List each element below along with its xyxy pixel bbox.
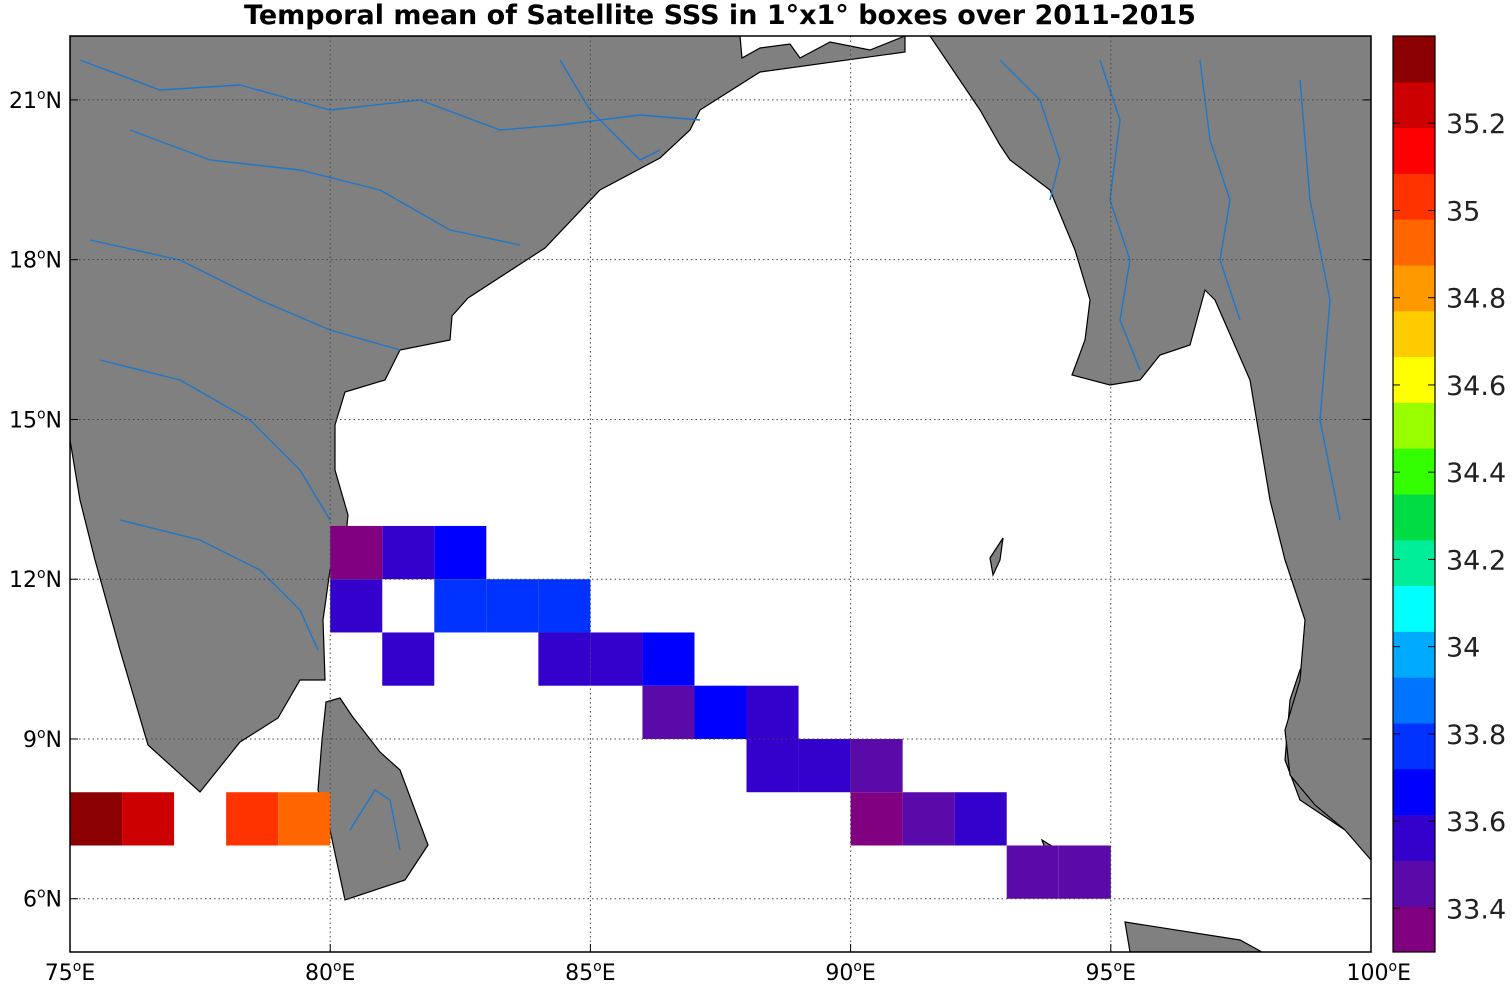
rivers <box>79 59 1341 851</box>
y-tick-label: 21oN <box>9 87 62 114</box>
colorbar-frame <box>1392 35 1436 953</box>
x-tick-label: 90oE <box>825 959 875 984</box>
colorbar-swatch <box>1393 677 1435 724</box>
colorbar-swatch <box>1393 402 1435 449</box>
colorbar-tick-label: 34 <box>1446 633 1480 664</box>
x-tick-label: 75oE <box>45 959 95 984</box>
sss-cell <box>538 579 591 633</box>
colorbar-tick-label: 33.8 <box>1446 720 1506 751</box>
colorbar-swatch <box>1393 494 1435 541</box>
sss-cell <box>486 579 539 633</box>
sss-cell <box>70 792 123 846</box>
map-frame <box>69 35 1372 953</box>
y-axis-ticks: 6oN 9oN 12oN 15oN 18oN 21oN <box>9 87 1371 913</box>
sss-cell <box>642 632 695 686</box>
colorbar-swatch <box>1393 36 1435 83</box>
y-tick-label: 15oN <box>9 406 62 433</box>
colorbar-swatch <box>1393 768 1435 816</box>
colorbar-swatch <box>1393 631 1435 678</box>
colorbar-tick-label: 33.6 <box>1446 807 1506 838</box>
colorbar-tick-label: 34.2 <box>1446 545 1506 576</box>
colorbar-swatch <box>1393 219 1435 266</box>
map-area <box>70 36 1371 952</box>
colorbar-swatch <box>1393 723 1435 770</box>
sss-cell <box>694 685 747 739</box>
andaman-islands <box>989 537 1004 577</box>
x-tick-label: 100oE <box>1347 959 1411 984</box>
colorbar-swatch <box>1393 173 1435 220</box>
sss-cell <box>434 579 487 633</box>
colorbar-swatch <box>1393 310 1435 358</box>
x-axis-ticks: 75oE 80oE 85oE 90oE 95oE 100oE <box>45 944 1411 984</box>
y-tick-label: 9oN <box>23 726 62 753</box>
colorbar-swatch <box>1393 860 1435 907</box>
sumatra-landmass <box>1124 921 1263 952</box>
colorbar-swatch <box>1393 356 1435 403</box>
x-tick-label: 85oE <box>565 959 615 984</box>
sss-cell <box>850 792 903 846</box>
colorbar: 33.4 33.6 33.8 34 34.2 34.4 34.6 34.8 35 35.2 <box>1393 36 1506 953</box>
colorbar-swatch <box>1393 127 1435 174</box>
sss-cell <box>382 632 435 686</box>
colorbar-swatch <box>1393 814 1435 861</box>
sss-cell <box>1006 845 1059 899</box>
sss-cell <box>590 632 643 686</box>
sss-cells <box>70 525 1111 899</box>
colorbar-tick-label: 34.4 <box>1446 458 1506 489</box>
colorbar-swatch <box>1393 265 1435 312</box>
sss-cell <box>642 685 695 739</box>
sss-cell <box>330 525 383 580</box>
myanmar-coast-landmass <box>929 36 1371 861</box>
sss-cell <box>1058 845 1111 899</box>
colorbar-swatch <box>1393 585 1435 632</box>
colorbar-swatch <box>1393 539 1435 587</box>
sss-cell <box>850 738 903 793</box>
x-tick-label: 95oE <box>1086 959 1136 984</box>
sss-cell <box>538 632 591 686</box>
sss-cell <box>226 792 279 846</box>
colorbar-swatch <box>1393 448 1435 495</box>
y-tick-label: 18oN <box>9 247 62 274</box>
sss-cell <box>746 685 799 739</box>
sss-cell <box>746 738 799 793</box>
colorbar-tick-label: 33.4 <box>1446 894 1506 925</box>
chart-title: Temporal mean of Satellite SSS in 1°x1° … <box>244 0 1196 31</box>
sss-cell <box>382 525 435 580</box>
sss-cell <box>954 792 1007 846</box>
colorbar-swatch <box>1393 81 1435 129</box>
colorbar-tick-label: 34.6 <box>1446 371 1506 402</box>
sss-cell <box>278 792 331 846</box>
sss-cell <box>902 792 955 846</box>
colorbar-tick-label: 34.8 <box>1446 284 1506 315</box>
sss-cell <box>434 525 487 580</box>
colorbar-tick-label: 35.2 <box>1446 109 1506 140</box>
x-tick-label: 80oE <box>305 959 355 984</box>
gridlines <box>70 36 1371 952</box>
sss-cell <box>122 792 175 846</box>
sss-cell <box>798 738 851 793</box>
colorbar-swatch <box>1393 906 1435 953</box>
y-tick-label: 12oN <box>9 566 62 593</box>
sss-cell <box>330 579 383 633</box>
colorbar-tick-label: 35 <box>1446 196 1480 227</box>
y-tick-label: 6oN <box>23 886 62 913</box>
